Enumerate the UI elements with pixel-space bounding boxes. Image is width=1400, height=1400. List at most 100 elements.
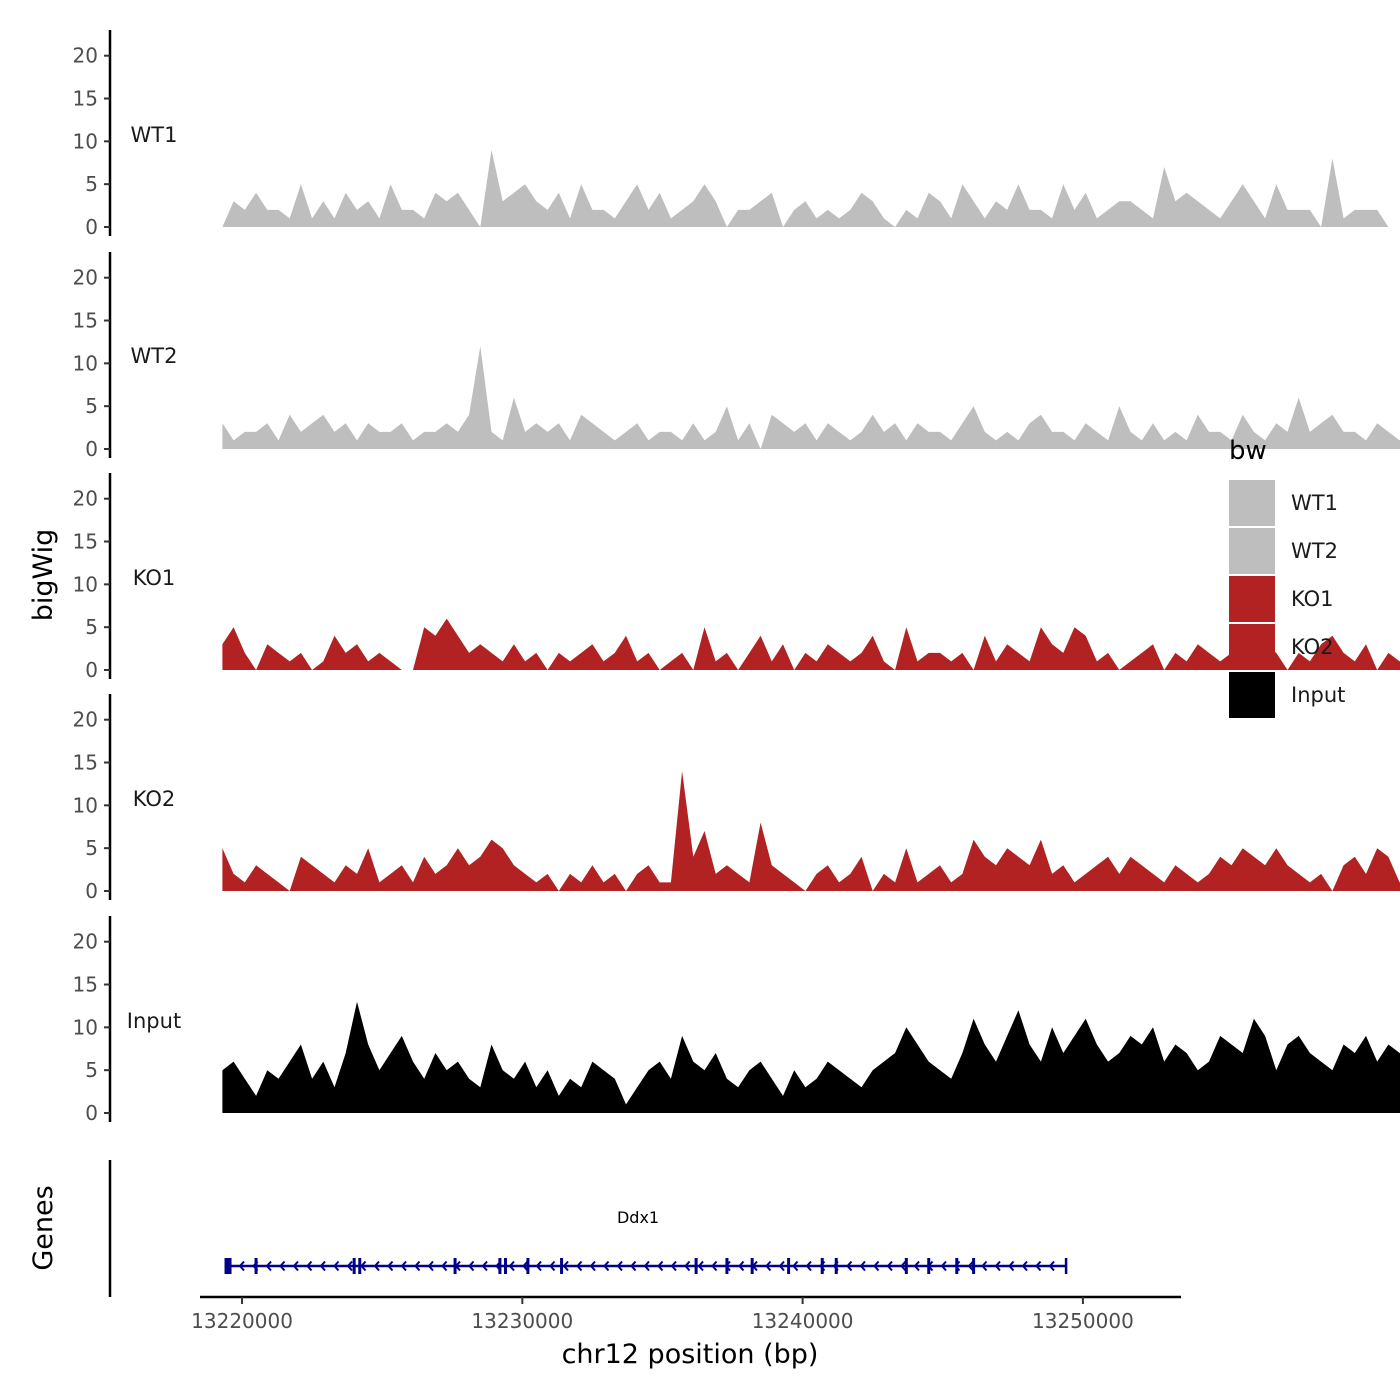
strand-arrow [684,1260,691,1272]
track-wt2: 0 5 10 15 20 WT2 [73,252,1400,461]
y-tick-label: 10 [73,351,98,375]
y-tick-label: 15 [73,751,98,775]
y-tick-label: 0 [85,437,98,461]
legend-key [1229,480,1275,526]
strand-arrow [657,1260,664,1272]
strand-arrow [265,1260,272,1272]
track-label: Input [127,1009,181,1033]
gene-track: Ddx1 [108,1160,1068,1297]
legend-entry-input: Input [1229,672,1345,718]
y-tick-label: 5 [85,1058,98,1082]
strand-arrow [1021,1260,1028,1272]
exon [254,1258,258,1274]
track-label: WT1 [131,123,178,147]
strand-arrow [508,1260,515,1272]
coverage-area-ko1 [222,618,1400,670]
strand-arrow [765,1260,772,1272]
y-axis-title: bigWig [28,529,59,622]
exon [694,1258,698,1274]
strand-arrow [670,1260,677,1272]
legend-title: bw [1229,436,1267,466]
y-tick-label: 20 [73,266,98,290]
y-tick-label: 20 [73,44,98,68]
strand-arrow [292,1260,299,1272]
strand-arrow [360,1260,367,1272]
strand-arrow [1008,1260,1015,1272]
x-axis: 13220000 13230000 13240000 13250000 [191,1295,1181,1333]
strand-arrow [549,1260,556,1272]
strand-arrow [805,1260,812,1272]
y-tick-label: 5 [85,172,98,196]
exon [560,1258,564,1274]
x-tick-label: 13240000 [752,1309,854,1333]
coverage-area-wt1 [222,149,1400,227]
strand-arrow [616,1260,623,1272]
exon [352,1258,356,1274]
y-tick-label: 0 [85,215,98,239]
track-wt1: 0 5 10 15 20 WT1 [73,30,1400,239]
exon [498,1258,502,1274]
coverage-area-input [222,1001,1400,1113]
y-tick-label: 15 [73,309,98,333]
legend-entry-wt1: WT1 [1229,480,1338,526]
track-label: WT2 [131,344,178,368]
strand-arrow [792,1260,799,1272]
y-tick-label: 10 [73,793,98,817]
strand-arrow [535,1260,542,1272]
y-tick-label: 15 [73,87,98,111]
strand-arrow [481,1260,488,1272]
y-tick-label: 10 [73,129,98,153]
strand-arrow [603,1260,610,1272]
strand-arrow [319,1260,326,1272]
strand-arrow [711,1260,718,1272]
exon [955,1258,959,1274]
track-ko2: 0 5 10 15 20 KO2 [73,694,1400,903]
track-ko1: 0 5 10 15 20 KO1 [73,473,1400,682]
exon [820,1258,824,1274]
legend-label: KO1 [1291,587,1334,611]
exon [927,1258,931,1274]
strand-arrow [1048,1260,1055,1272]
x-tick-label: 13250000 [1032,1309,1134,1333]
exon [787,1258,791,1274]
legend-entry-ko1: KO1 [1229,576,1334,622]
exon [526,1258,530,1274]
strand-arrow [967,1260,974,1272]
gene-name: Ddx1 [617,1208,659,1227]
strand-arrow [373,1260,380,1272]
strand-arrow [346,1260,353,1272]
strand-arrow [981,1260,988,1272]
strand-arrow [778,1260,785,1272]
y-tick-label: 0 [85,879,98,903]
legend-key [1229,528,1275,574]
strand-arrow [576,1260,583,1272]
exon [750,1258,754,1274]
legend-key [1229,624,1275,670]
y-tick-label: 20 [73,708,98,732]
strand-arrow [940,1260,947,1272]
x-axis-title: chr12 position (bp) [562,1339,819,1370]
y-tick-label: 0 [85,658,98,682]
legend: bw WT1 WT2 KO1 KO2 Input [1229,436,1345,718]
legend-key [1229,576,1275,622]
coverage-area-wt2 [222,346,1400,449]
strand-arrow [994,1260,1001,1272]
y-tick-label: 20 [73,487,98,511]
strand-arrow [643,1260,650,1272]
coverage-area-ko2 [222,771,1400,891]
strand-arrow [886,1260,893,1272]
strand-arrow [630,1260,637,1272]
strand-arrow [279,1260,286,1272]
y-tick-label: 5 [85,615,98,639]
exon [224,1258,232,1274]
gene-track-title: Genes [28,1185,59,1270]
track-input: 0 5 10 15 20 Input [73,916,1400,1125]
strand-arrow [589,1260,596,1272]
legend-label: KO2 [1291,635,1334,659]
x-tick-label: 13220000 [191,1309,293,1333]
y-tick-label: 5 [85,394,98,418]
track-label: KO2 [133,787,176,811]
strand-arrow [387,1260,394,1272]
strand-arrow [859,1260,866,1272]
